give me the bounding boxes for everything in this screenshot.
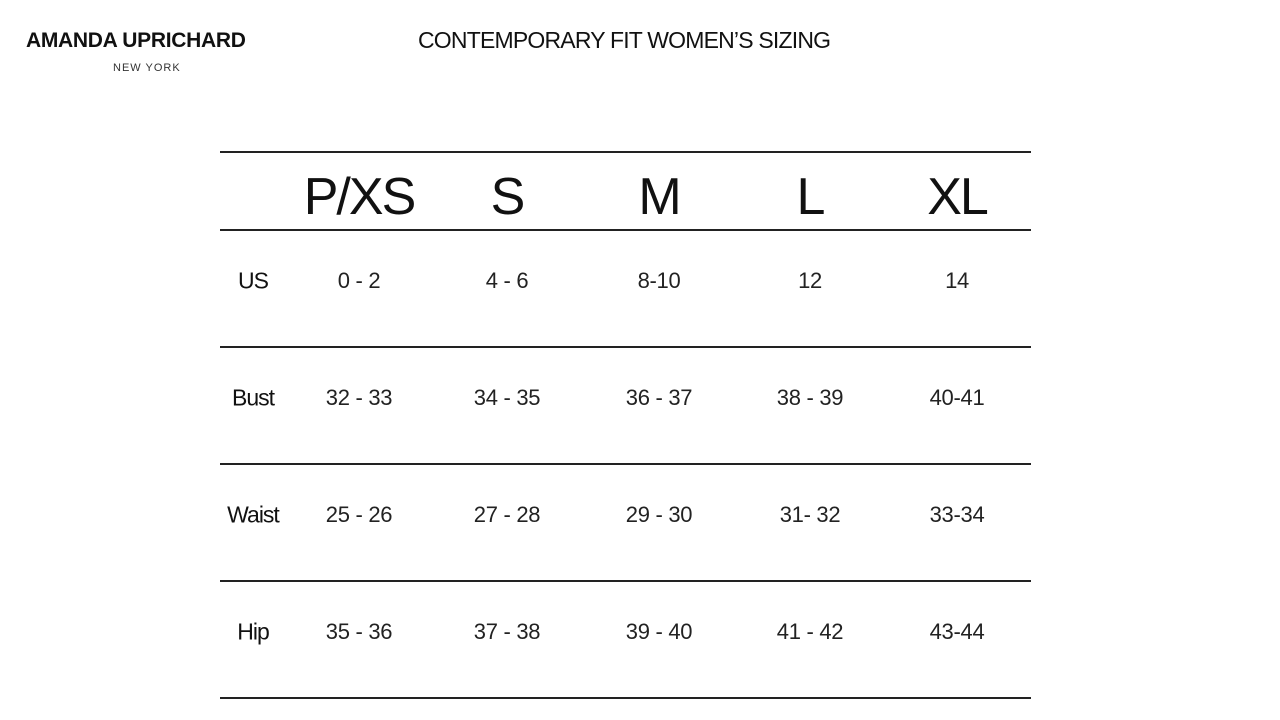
brand-logo: AMANDA UPRICHARD [26, 29, 246, 52]
row-label: Waist [227, 501, 280, 528]
table-cell: 31- 32 [779, 502, 841, 527]
table-cell: 40-41 [929, 385, 985, 410]
table-cell: 4 - 6 [485, 268, 529, 293]
page-title: CONTEMPORARY FIT WOMEN’S SIZING [418, 27, 831, 53]
size-header: L [796, 168, 826, 226]
table-divider [220, 229, 1031, 231]
table-cell: 27 - 28 [473, 502, 541, 527]
table-cell: 29 - 30 [625, 502, 693, 527]
table-cell: 32 - 33 [325, 385, 393, 410]
table-cell: 38 - 39 [776, 385, 844, 410]
table-divider [220, 463, 1031, 465]
table-cell: 37 - 38 [473, 619, 541, 644]
table-divider [220, 580, 1031, 582]
table-cell: 14 [945, 268, 969, 293]
row-label: Hip [237, 618, 270, 645]
table-divider [220, 697, 1031, 699]
table-divider [220, 346, 1031, 348]
size-header: XL [927, 168, 989, 226]
size-header: S [490, 168, 526, 226]
table-cell: 34 - 35 [473, 385, 541, 410]
table-cell: 25 - 26 [325, 502, 393, 527]
table-cell: 33-34 [929, 502, 985, 527]
table-cell: 12 [798, 268, 822, 293]
table-cell: 39 - 40 [625, 619, 693, 644]
table-divider [220, 151, 1031, 153]
table-cell: 43-44 [929, 619, 985, 644]
table-cell: 35 - 36 [325, 619, 393, 644]
brand-city: NEW YORK [113, 62, 181, 74]
row-label: Bust [231, 384, 275, 411]
size-header: P/XS [303, 168, 416, 226]
row-label: US [238, 267, 269, 294]
table-cell: 8-10 [637, 268, 681, 293]
table-cell: 0 - 2 [337, 268, 381, 293]
table-cell: 36 - 37 [625, 385, 693, 410]
size-header: M [638, 168, 681, 226]
table-cell: 41 - 42 [776, 619, 844, 644]
